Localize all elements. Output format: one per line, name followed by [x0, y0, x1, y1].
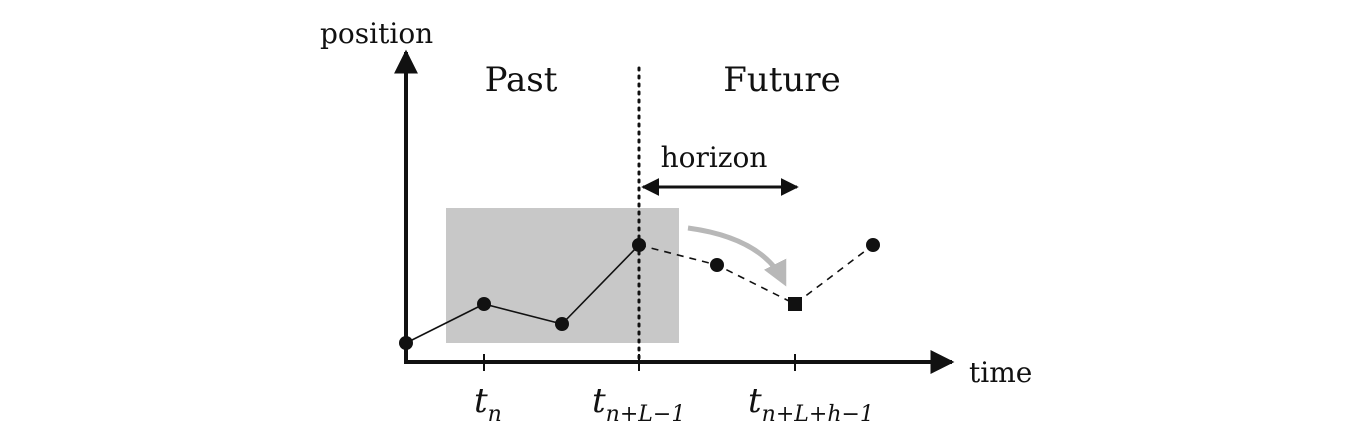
past-label: Past — [485, 60, 558, 100]
point-observed — [555, 317, 569, 331]
point-target — [788, 297, 802, 311]
tick-label-tnLh1: tn+L+h−1 — [748, 381, 874, 427]
point-observed — [477, 297, 491, 311]
point-future — [710, 258, 724, 272]
observed-series-line — [405, 244, 640, 344]
horizon-label: horizon — [661, 141, 768, 174]
point-future — [866, 238, 880, 252]
x-axis-label: time — [969, 356, 1032, 389]
point-observed — [399, 336, 413, 350]
tick-label-tnL1: tn+L−1 — [592, 381, 685, 427]
future-label: Future — [723, 60, 840, 100]
tick-label-tn: tn — [474, 381, 502, 427]
y-axis-label: position — [320, 17, 433, 50]
forecast-series-line — [638, 244, 874, 305]
point-observed — [632, 238, 646, 252]
prediction-arrow — [687, 225, 787, 287]
